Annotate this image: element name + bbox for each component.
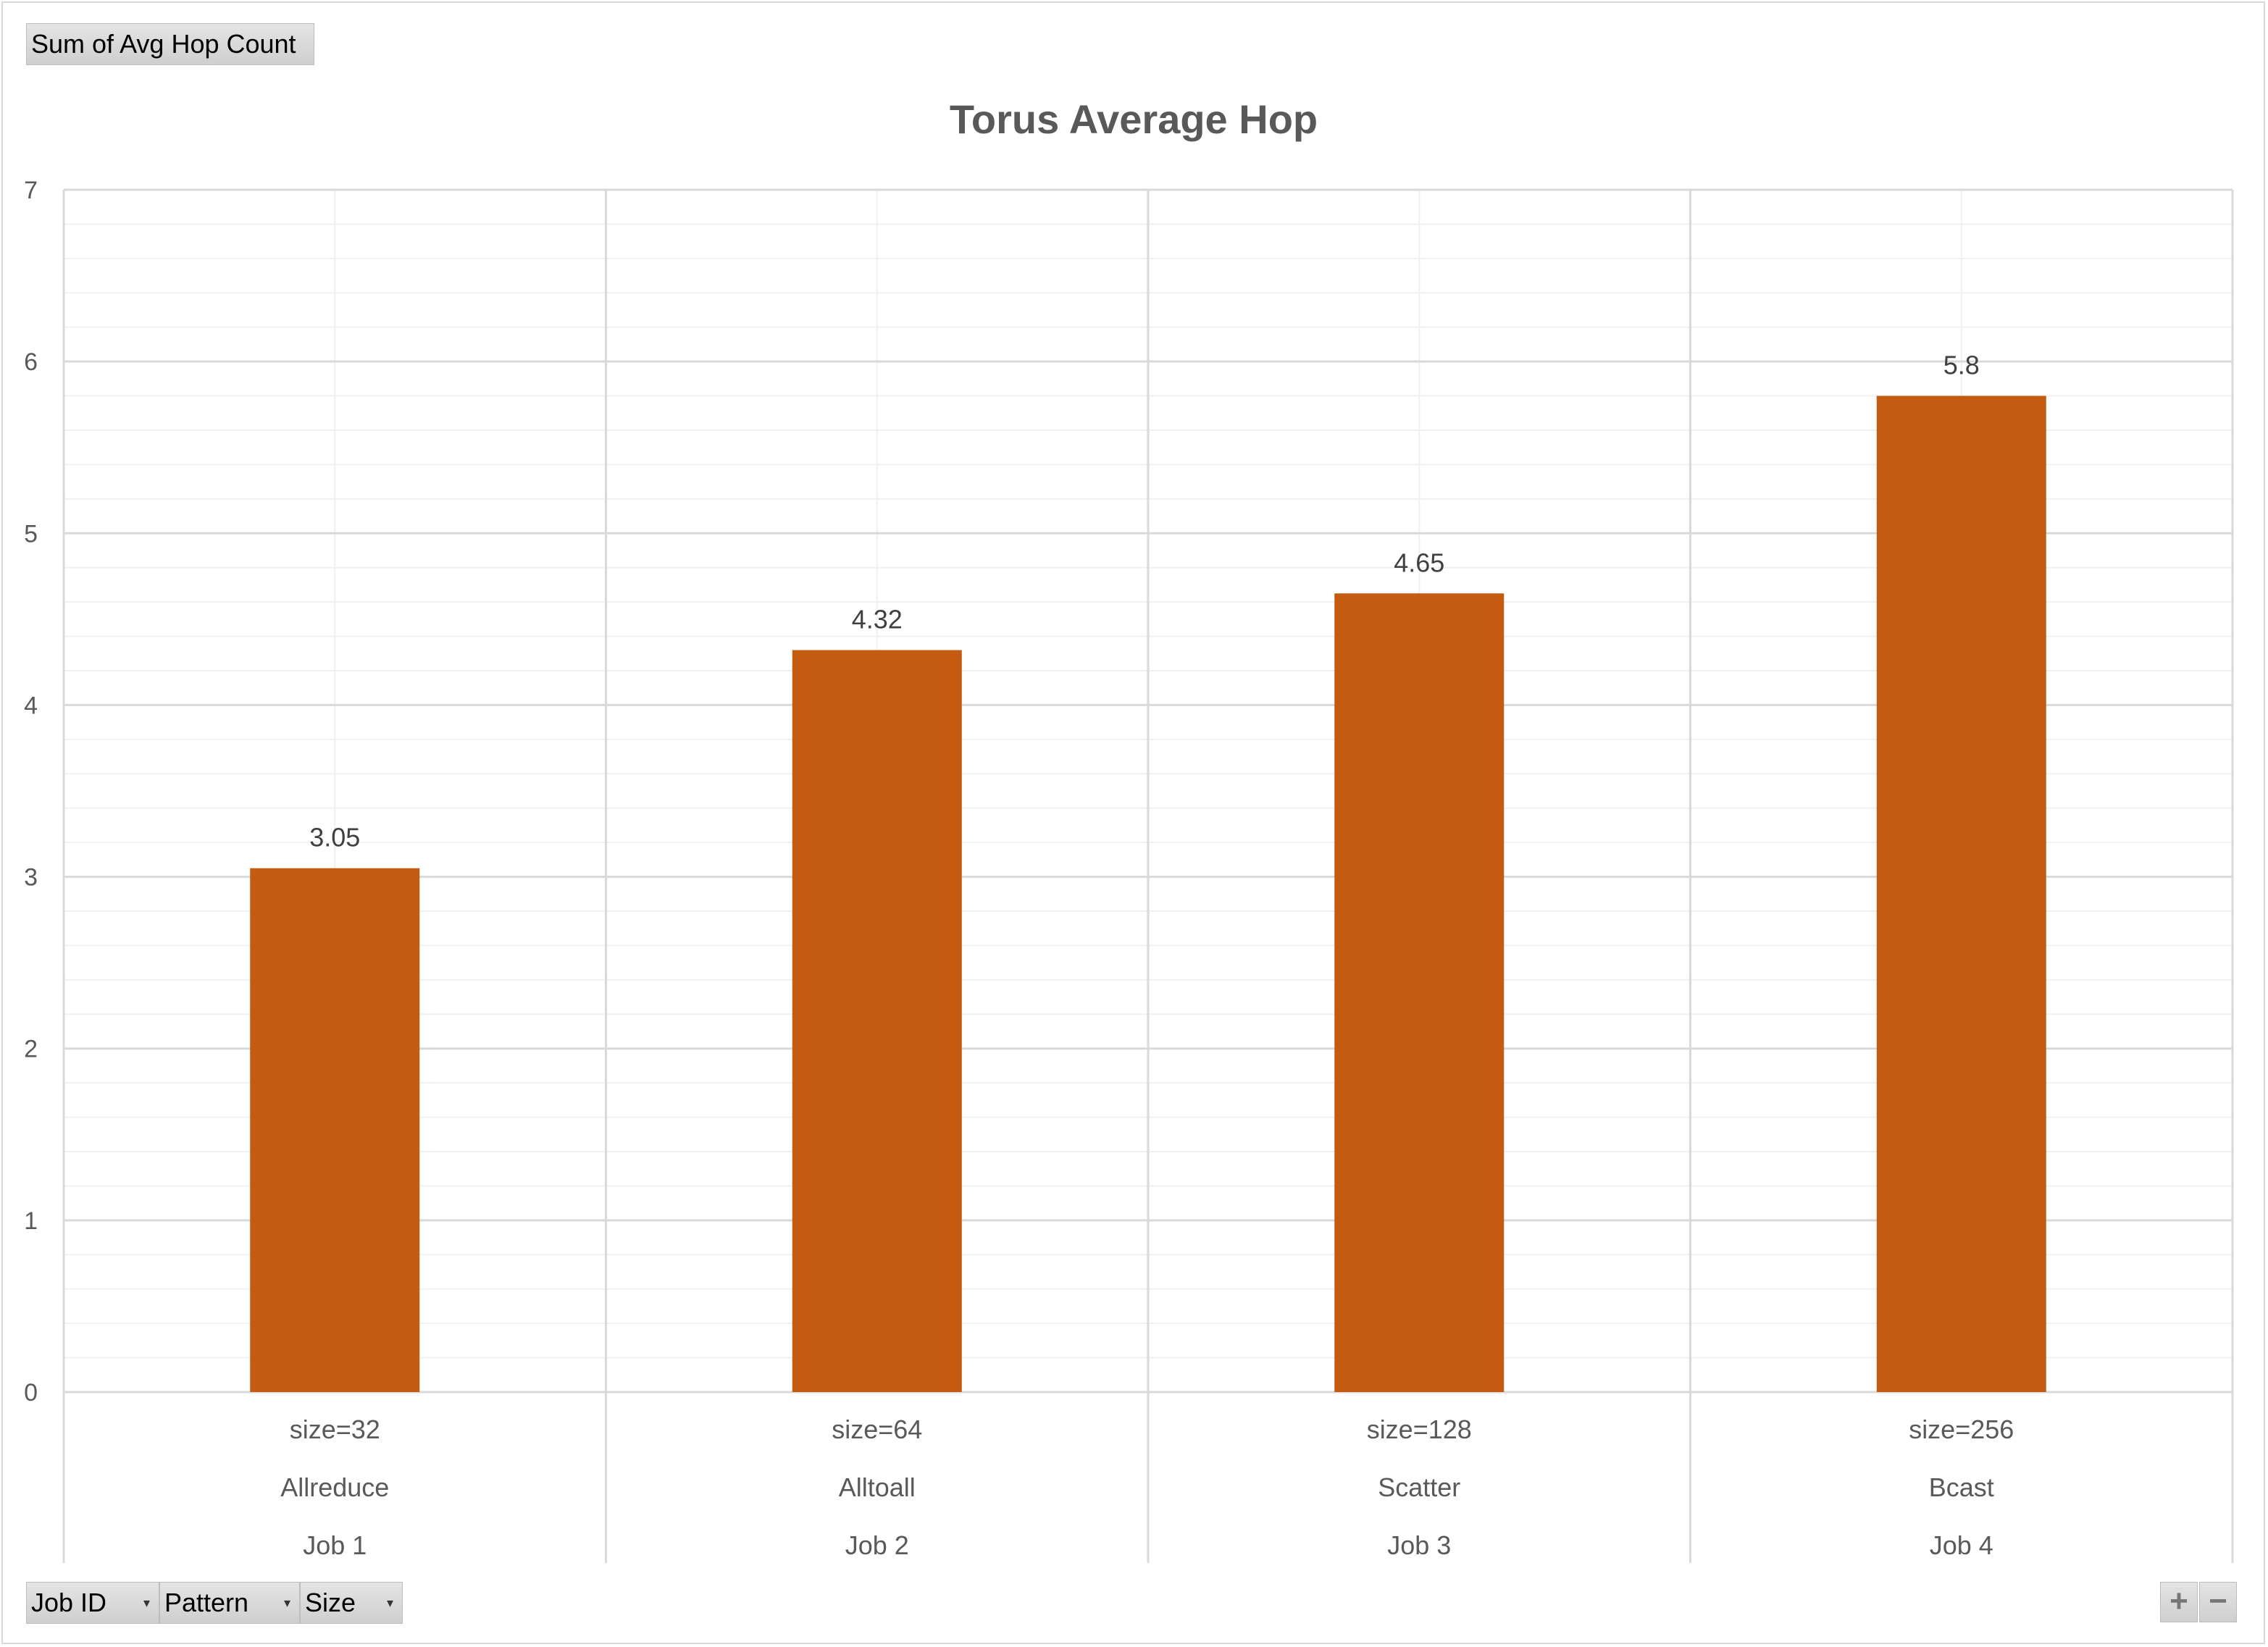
pattern-field-label: Pattern xyxy=(164,1588,249,1617)
size-label: size=256 xyxy=(1909,1415,2014,1444)
minor-gridlines xyxy=(64,190,2233,1392)
data-label: 5.8 xyxy=(1943,351,1980,380)
bar xyxy=(1334,593,1505,1393)
y-tick-label: 1 xyxy=(24,1207,38,1235)
dropdown-arrow-icon: ▾ xyxy=(386,1596,393,1610)
y-tick-label: 2 xyxy=(24,1036,38,1063)
job-label: Job 4 xyxy=(1930,1530,1993,1560)
pattern-field-button[interactable]: Pattern ▾ xyxy=(159,1582,300,1624)
bar xyxy=(250,868,420,1392)
size-field-button[interactable]: Size ▾ xyxy=(300,1582,403,1624)
plus-icon: + xyxy=(2169,1583,2188,1619)
y-tick-label: 7 xyxy=(24,177,38,204)
job-label: Job 3 xyxy=(1387,1530,1451,1560)
bar xyxy=(792,650,962,1392)
y-tick-label: 6 xyxy=(24,348,38,376)
y-tick-label: 3 xyxy=(24,864,38,892)
bar-series xyxy=(250,395,2046,1393)
y-axis-tick-labels: 0 1 2 3 4 5 6 7 xyxy=(24,177,38,1407)
size-field-label: Size xyxy=(305,1588,356,1617)
y-tick-label: 0 xyxy=(24,1379,38,1407)
minus-icon: − xyxy=(2209,1583,2227,1619)
job-label: Job 2 xyxy=(845,1530,909,1560)
data-label: 4.32 xyxy=(852,605,903,634)
job-label: Job 1 xyxy=(303,1530,367,1560)
pattern-label: Bcast xyxy=(1929,1472,1994,1502)
chart-title: Torus Average Hop xyxy=(950,96,1318,142)
y-tick-label: 5 xyxy=(24,520,38,548)
size-label: size=128 xyxy=(1367,1415,1472,1444)
dropdown-arrow-icon: ▾ xyxy=(283,1596,290,1610)
job-id-field-label: Job ID xyxy=(31,1588,107,1617)
collapse-field-button[interactable]: − xyxy=(2199,1582,2237,1622)
job-id-field-button[interactable]: Job ID ▾ xyxy=(26,1582,159,1624)
x-axis-category-labels: size=32 size=64 size=128 size=256 Allreduce A… xyxy=(280,1415,2014,1560)
pattern-label: Scatter xyxy=(1378,1472,1460,1502)
value-field-button[interactable]: Sum of Avg Hop Count xyxy=(26,23,314,65)
size-label: size=32 xyxy=(290,1415,380,1444)
data-labels: 3.05 4.32 4.65 5.8 xyxy=(309,351,1980,852)
data-label: 3.05 xyxy=(309,823,360,852)
pattern-label: Alltoall xyxy=(839,1472,916,1502)
y-tick-label: 4 xyxy=(24,692,38,719)
category-dividers xyxy=(62,190,2234,1563)
value-field-label: Sum of Avg Hop Count xyxy=(31,29,296,59)
bar xyxy=(1876,395,2046,1392)
pattern-label: Allreduce xyxy=(280,1472,389,1502)
dropdown-arrow-icon: ▾ xyxy=(143,1596,150,1610)
size-label: size=64 xyxy=(832,1415,922,1444)
expand-field-button[interactable]: + xyxy=(2160,1582,2198,1622)
data-label: 4.65 xyxy=(1394,548,1444,577)
